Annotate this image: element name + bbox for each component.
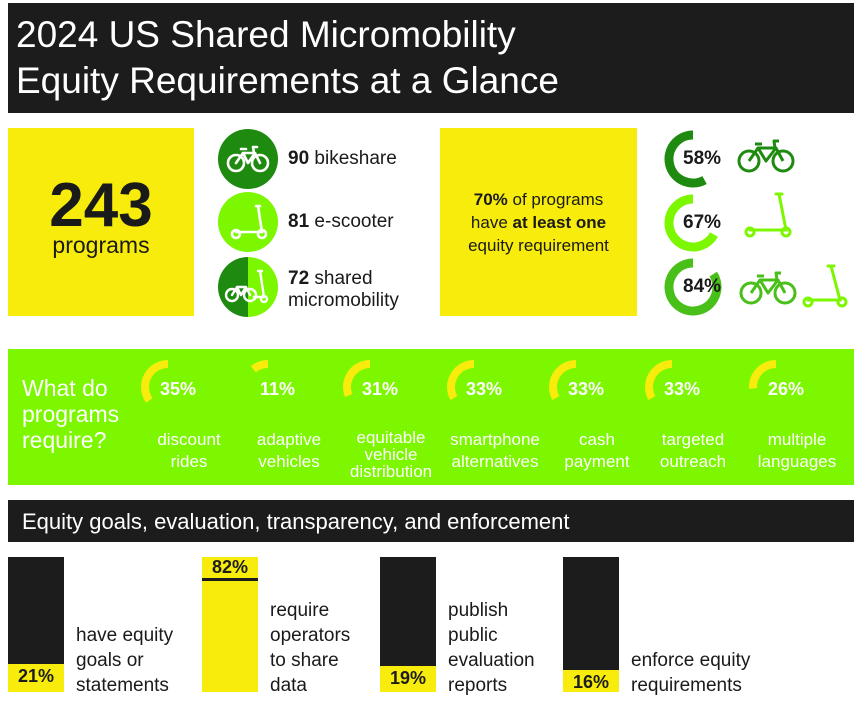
title-line-2: Equity Requirements at a Glance: [16, 60, 559, 101]
requirement-ring: [343, 360, 371, 397]
program-type-label-2: micromobility: [288, 290, 399, 311]
program-type-escooter: 81 e-scooter: [218, 192, 428, 252]
equity-summary-pct: 70%: [473, 190, 508, 209]
requirement-ring-arc: [749, 360, 777, 389]
total-programs-label: programs: [52, 232, 150, 258]
goals-header-bar: Equity goals, evaluation, transparency, …: [8, 500, 854, 542]
equity-summary-post: equity requirement: [468, 236, 609, 255]
requirement-pct: 31%: [362, 379, 399, 399]
requirement-label: discount rides: [157, 430, 221, 471]
goal-bar: 82%: [202, 557, 258, 692]
requirement-ring: [141, 360, 169, 403]
goal-bar-label: require operators to share data: [270, 600, 351, 696]
mode-ring-pct: 84%: [683, 276, 722, 297]
total-programs-box: 243 programs: [8, 128, 194, 316]
mode-ring-pct: 67%: [683, 212, 722, 233]
program-type-label: shared: [314, 268, 373, 289]
goal-bar-label: have equity goals or statements: [76, 625, 174, 696]
requirement-equitable-vehicle-distribution: 31% equitable vehicle distribution: [342, 349, 452, 485]
equity-summary-text: 70% of programs have at least one equity…: [440, 188, 637, 257]
requirement-label: adaptive vehicles: [256, 430, 322, 471]
requirement-ring: [645, 360, 673, 401]
requirement-ring-arc: [141, 360, 169, 403]
requirement-ring: [549, 360, 577, 401]
requirement-ring-arc: [447, 360, 475, 401]
mode-ring-arc: [664, 258, 722, 316]
goal-bar: 19%: [380, 557, 436, 692]
scooter-icon: [800, 262, 854, 315]
scooter-icon: [742, 190, 796, 245]
program-type-count: 90: [288, 148, 310, 169]
requirement-pct: 11%: [260, 379, 296, 399]
mode-ring-pct: 58%: [683, 148, 722, 169]
requirement-label: multiple languages: [757, 430, 837, 471]
requirement-label: equitable vehicle distribution: [349, 428, 433, 481]
goal-bar-pct: 16%: [572, 672, 610, 692]
requirement-pct: 33%: [664, 379, 701, 399]
requirement-label: targeted outreach: [659, 430, 727, 471]
mode-ring-arc: [664, 130, 707, 188]
requirement-ring-arc: [250, 360, 269, 373]
requirements-band: What do programs require? 35% discount rides…: [8, 349, 854, 485]
goal-bar-fill: [563, 670, 619, 692]
scooter-icon: [218, 192, 278, 252]
bicycle-icon: [218, 129, 278, 189]
goal-bar: 21%: [8, 557, 64, 692]
requirement-ring: [749, 360, 777, 389]
requirement-multiple-languages: 26% multiple languages: [748, 349, 858, 485]
requirement-ring-arc: [343, 360, 371, 397]
goal-bar: 16%: [563, 557, 619, 692]
goal-bar-label: enforce equity requirements: [631, 650, 751, 696]
title-line-1: 2024 US Shared Micromobility: [16, 14, 516, 55]
goal-bar-label: publish public evaluation reports: [448, 600, 535, 696]
goal-bar-fill: [380, 666, 436, 692]
goals-title: Equity goals, evaluation, transparency, …: [22, 509, 570, 534]
program-type-text: 72 shared micromobility: [288, 268, 399, 312]
program-type-label: bikeshare: [314, 148, 397, 169]
requirement-pct: 35%: [160, 379, 197, 399]
program-type-label: e-scooter: [314, 211, 394, 232]
equity-summary-mid: have: [470, 213, 508, 232]
requirement-label: smartphone alternatives: [450, 430, 540, 471]
program-type-bikeshare: 90 bikeshare: [218, 129, 428, 189]
goal-bar-fill: [8, 664, 64, 692]
program-type-count: 72: [288, 268, 310, 289]
bicycle-icon: [736, 138, 796, 179]
requirement-pct: 33%: [568, 379, 605, 399]
requirement-pct: 26%: [768, 379, 805, 399]
requirement-label: cash payment: [564, 430, 630, 471]
program-type-shared-micromobility: 72 shared micromobility: [218, 257, 428, 317]
program-type-text: 90 bikeshare: [288, 148, 397, 170]
program-type-count: 81: [288, 211, 310, 232]
requirement-discount-rides: 35% discount rides: [140, 349, 250, 485]
goal-bar-pct: 21%: [17, 666, 55, 686]
requirement-pct: 33%: [466, 379, 503, 399]
requirement-targeted-outreach: 33% targeted outreach: [644, 349, 754, 485]
equity-summary-bold: at least one: [512, 213, 607, 232]
requirement-ring-arc: [549, 360, 577, 401]
bike-scooter-icon: [218, 257, 278, 317]
requirement-smartphone-alternatives: 33% smartphone alternatives: [446, 349, 556, 485]
goal-bar-pct: 82%: [202, 557, 258, 578]
title-bar: 2024 US Shared Micromobility Equity Requ…: [8, 3, 854, 113]
equity-summary-pre: of programs: [512, 190, 604, 209]
goal-bar-fill: [202, 581, 258, 692]
requirement-ring: [250, 360, 269, 373]
goal-bar-pct: 19%: [389, 668, 427, 688]
requirement-adaptive-vehicles: 11% adaptive vehicles: [240, 349, 350, 485]
equity-summary-box: 70% of programs have at least one equity…: [440, 128, 637, 316]
requirement-ring-arc: [645, 360, 673, 401]
bicycle-icon: [738, 270, 798, 311]
mode-ring-arc: [664, 194, 718, 252]
mode-ring-bikeshare: [664, 130, 707, 188]
mode-ring-e-scooter: [664, 194, 718, 252]
requirement-ring: [447, 360, 475, 401]
requirements-question: What do programs require?: [22, 375, 120, 453]
requirement-cash-payment: 33% cash payment: [548, 349, 658, 485]
total-programs-value: 243: [49, 171, 153, 240]
program-type-text: 81 e-scooter: [288, 211, 394, 233]
mode-ring-shared-micromobility: [664, 258, 722, 316]
